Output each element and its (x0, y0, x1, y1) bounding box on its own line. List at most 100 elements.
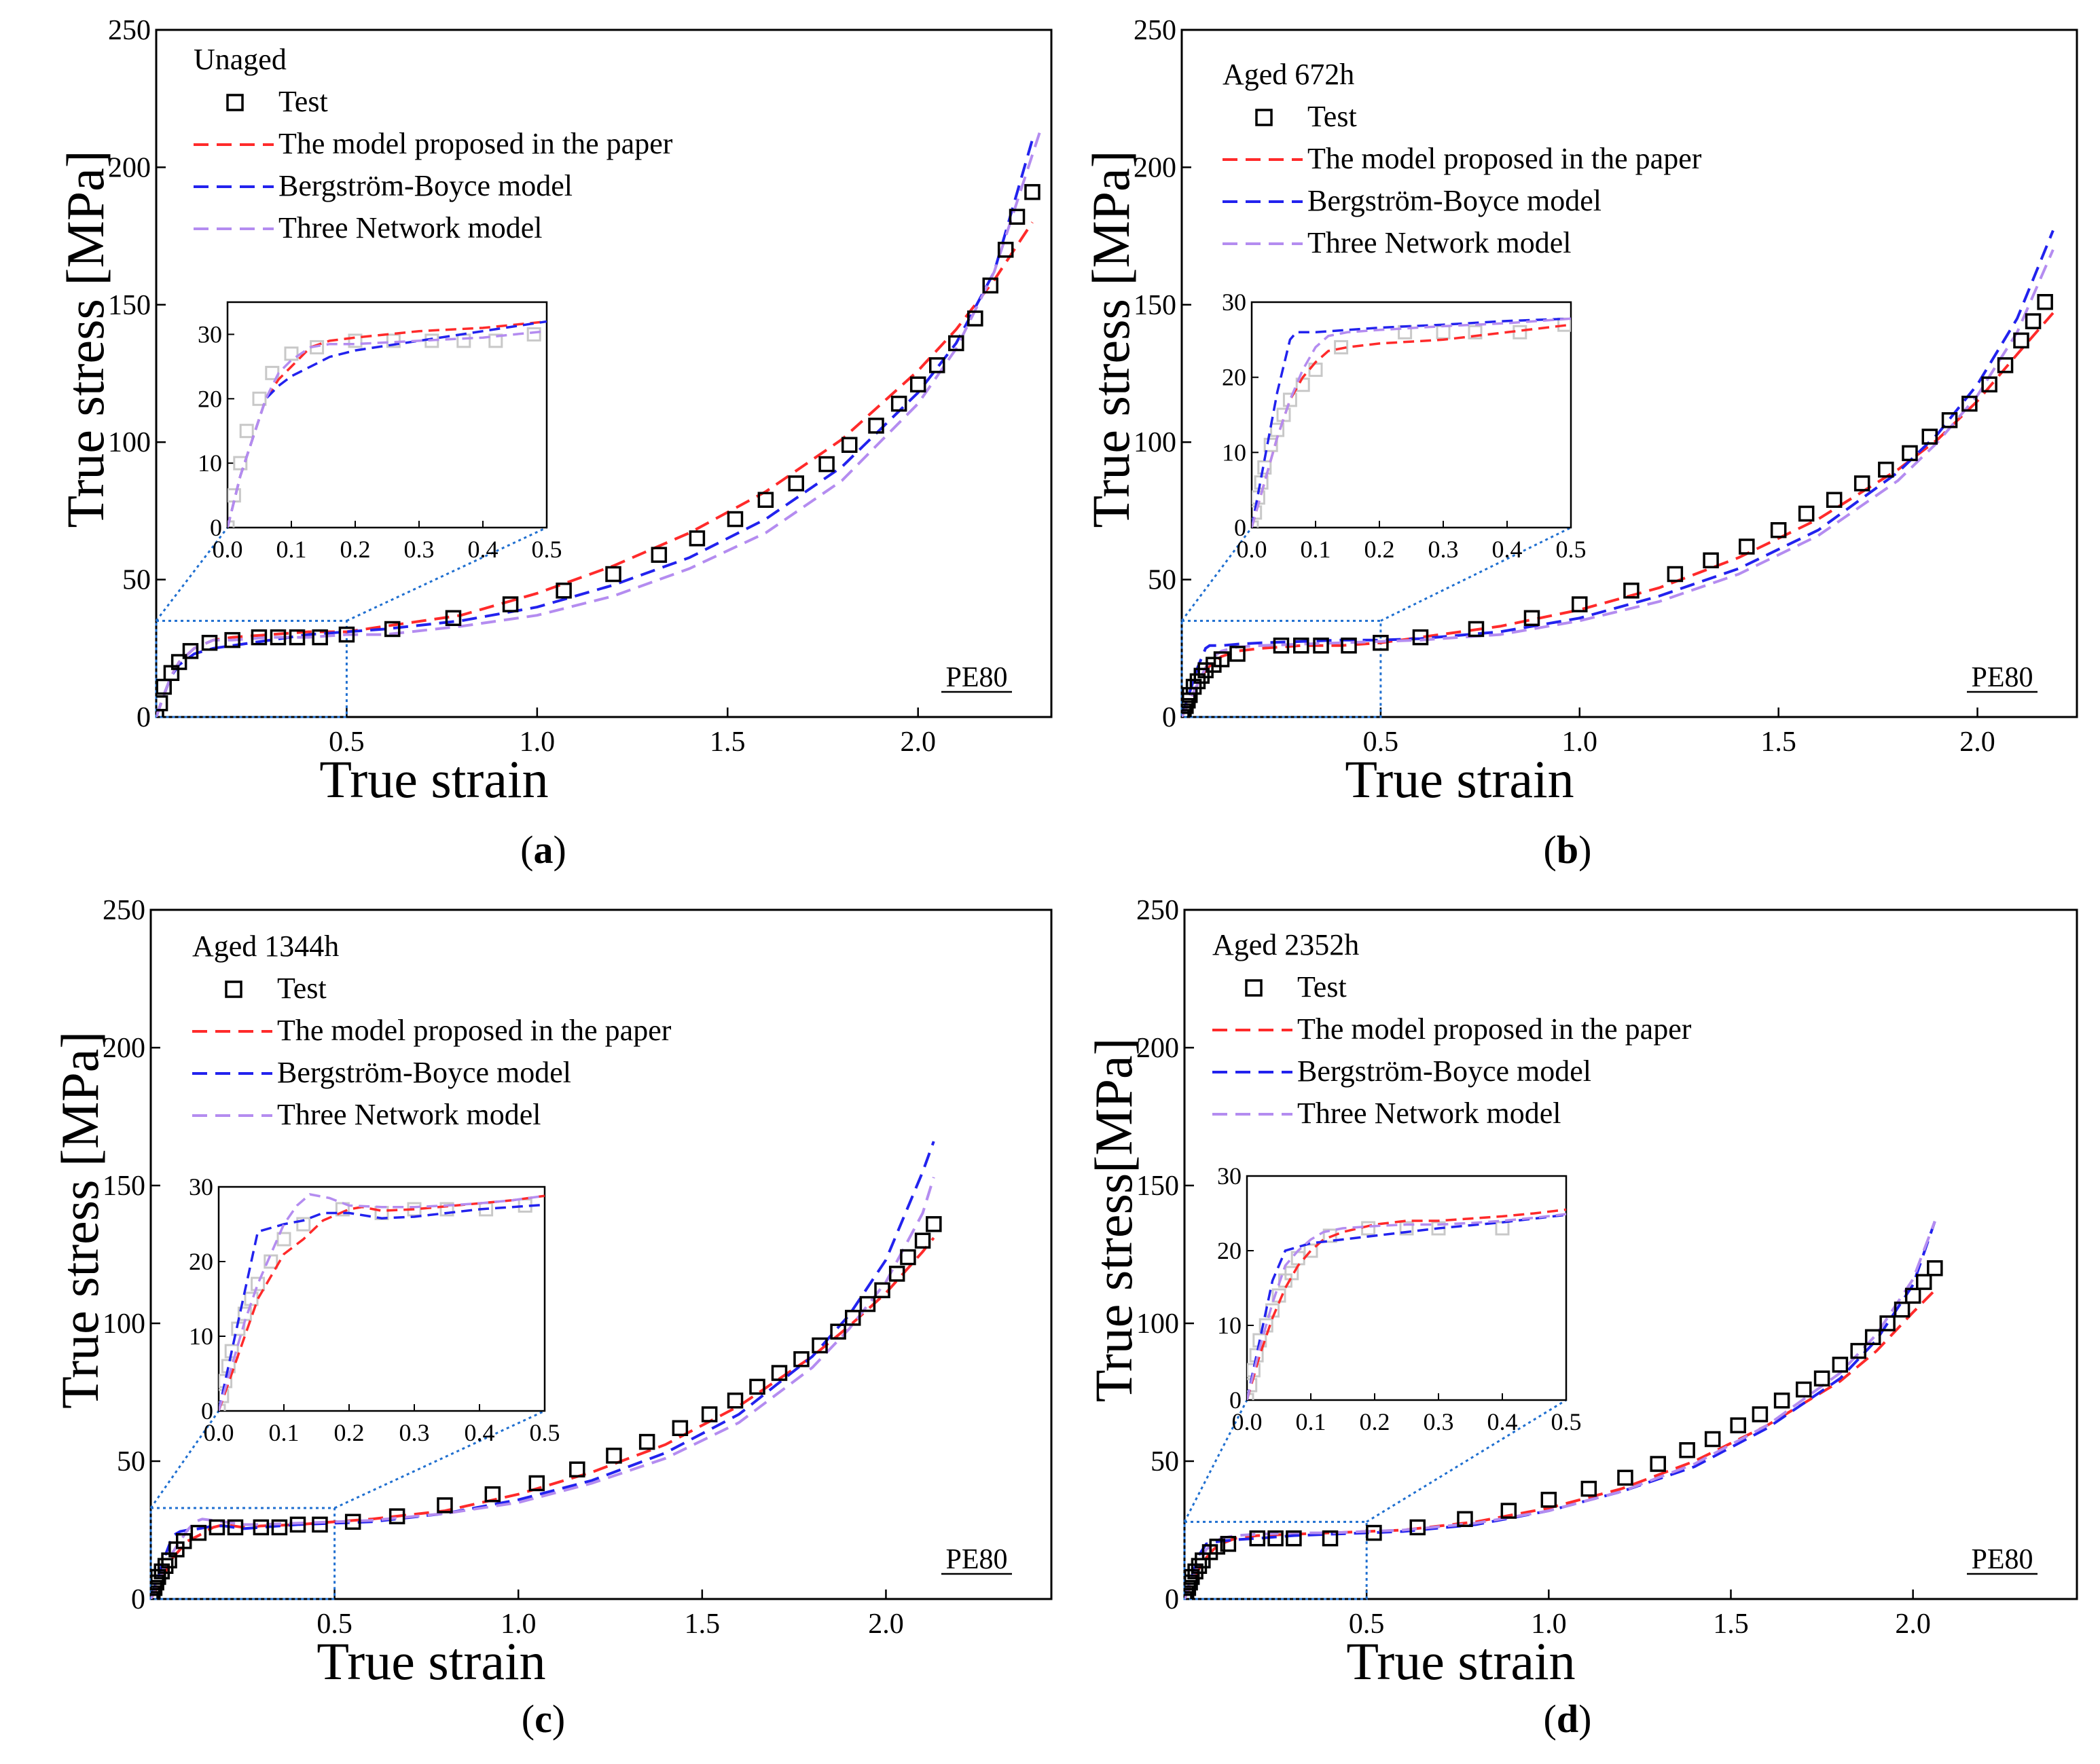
series-line (151, 1177, 935, 1599)
inset-x-tick-label: 0.5 (1551, 1408, 1582, 1435)
y-tick-label: 250 (1136, 895, 1179, 926)
test-marker (437, 1497, 453, 1513)
test-marker (1878, 461, 1894, 478)
test-marker (1704, 1431, 1721, 1448)
test-marker (271, 1519, 288, 1536)
y-tick-label: 150 (108, 290, 151, 321)
legend-label-test: Test (1307, 100, 1357, 133)
inset-series-line (228, 329, 547, 528)
test-marker (1879, 1315, 1896, 1331)
inset-test-marker (296, 1217, 311, 1232)
test-marker (388, 1508, 405, 1524)
test-marker (793, 1351, 810, 1367)
test-marker (1703, 552, 1719, 569)
inset-y-tick-label: 20 (1222, 364, 1246, 391)
test-marker (1915, 1274, 1932, 1290)
x-axis-label: True strain (1346, 1632, 1575, 1691)
test-marker (874, 1282, 890, 1299)
caption-c-letter: c (535, 1697, 552, 1741)
caption-a: (a) (520, 828, 566, 872)
legend-label-bb: Bergström-Boyce model (1297, 1054, 1591, 1088)
caption-b-letter: b (1556, 828, 1579, 872)
inset-x-tick-label: 0.5 (1556, 536, 1587, 563)
test-marker (1773, 1392, 1790, 1409)
test-marker (270, 629, 287, 646)
inset-series-group (219, 1193, 545, 1411)
legend-title: Unaged (194, 43, 287, 76)
test-marker (227, 1519, 244, 1536)
test-marker (788, 475, 804, 492)
test-marker (859, 1296, 876, 1312)
test-marker (727, 511, 744, 528)
test-marker (502, 596, 519, 612)
legend-title: Aged 2352h (1212, 928, 1359, 961)
y-tick-label: 50 (117, 1446, 145, 1477)
series-group (156, 131, 1042, 717)
test-marker (484, 1486, 501, 1503)
y-tick-label: 150 (1134, 290, 1176, 321)
caption-c: (c) (521, 1697, 566, 1741)
test-marker (1580, 1480, 1597, 1497)
x-tick-label: 0.5 (329, 727, 365, 758)
legend-label-test: Test (277, 972, 327, 1005)
test-marker (201, 634, 218, 651)
test-marker (1184, 1585, 1195, 1599)
caption-a-letter: a (533, 828, 554, 872)
x-tick-label: 1.0 (1531, 1609, 1567, 1640)
zoom-connector-right (1380, 526, 1572, 622)
inset-test-marker (276, 1232, 291, 1247)
y-tick-label: 100 (103, 1308, 145, 1340)
legend-label-tn: Three Network model (278, 211, 543, 244)
x-tick-label: 1.5 (1713, 1609, 1749, 1640)
test-marker (997, 242, 1014, 258)
test-marker (1523, 610, 1540, 627)
test-marker (1927, 1260, 1943, 1276)
zoom-connector-right (333, 1410, 545, 1509)
test-marker (2037, 294, 2053, 310)
legend-marker-test (226, 94, 244, 111)
inset-test-marker (224, 1344, 239, 1359)
x-axis-label: True strain (1345, 750, 1574, 809)
test-marker (1182, 703, 1192, 717)
zoom-box (149, 1507, 336, 1600)
legend-title: Aged 1344h (192, 930, 339, 963)
legend-label-bb: Bergström-Boyce model (278, 169, 573, 202)
y-tick-label: 50 (122, 565, 151, 596)
inset-series-line (1252, 317, 1571, 528)
inset-x-tick-label: 0.0 (204, 1419, 234, 1446)
test-marker (1813, 1370, 1830, 1386)
inset-test-marker (488, 333, 503, 348)
material-label: PE80 (1971, 1544, 2033, 1575)
test-marker (1739, 538, 1755, 555)
plot-frame (1180, 29, 2078, 718)
inset-frame (1246, 1175, 1568, 1401)
y-tick-label: 150 (103, 1171, 145, 1202)
test-marker (1412, 629, 1429, 646)
legend-marker-test (1245, 979, 1263, 997)
test-marker (1981, 376, 1997, 392)
series-line (1182, 229, 2054, 717)
legend-label-proposed: The model proposed in the paper (277, 1014, 672, 1047)
test-marker (638, 1433, 655, 1450)
test-marker (253, 1519, 270, 1536)
inset-x-tick-label: 0.1 (269, 1419, 300, 1446)
material-label: PE80 (1971, 662, 2033, 693)
legend-label-proposed: The model proposed in the paper (1297, 1012, 1692, 1046)
zoom-connector-left (149, 1410, 220, 1509)
test-marker (1024, 184, 1040, 200)
test-marker (689, 530, 706, 547)
inset-x-tick-label: 0.1 (276, 536, 307, 563)
inset-test-marker (348, 333, 363, 348)
inset-x-tick-label: 0.4 (1487, 1408, 1518, 1435)
legend: Aged 1344h Test The model proposed in the … (192, 930, 672, 1131)
zoom-box (155, 619, 348, 718)
y-tick-label: 250 (108, 15, 151, 46)
inset-x-tick-label: 0.1 (1296, 1408, 1326, 1435)
test-marker (771, 1365, 788, 1381)
x-tick-label: 1.5 (1760, 727, 1796, 758)
